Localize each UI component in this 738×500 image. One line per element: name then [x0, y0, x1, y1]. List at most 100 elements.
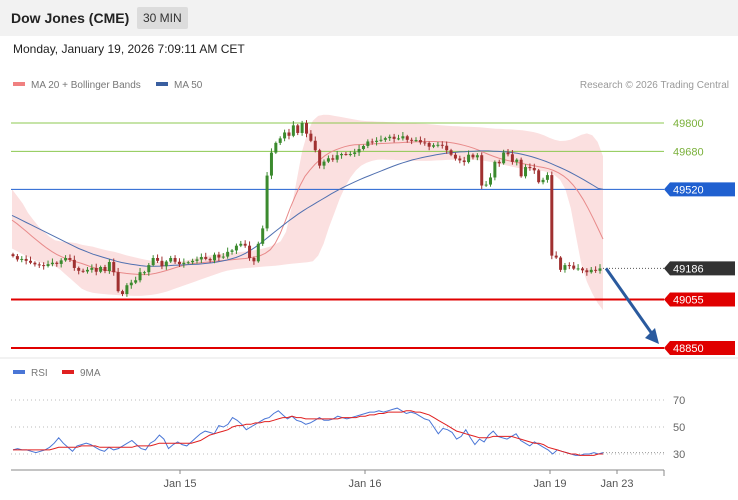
projection-arrowhead	[645, 328, 659, 344]
candle-body	[20, 258, 24, 260]
candle-body	[291, 125, 295, 136]
candle-body	[519, 159, 523, 177]
candle-body	[239, 243, 243, 246]
candle-body	[383, 138, 387, 140]
candle-body	[50, 262, 54, 265]
candle-body	[497, 161, 501, 164]
candle-body	[436, 144, 440, 146]
candle-body	[156, 258, 160, 261]
candle-body	[322, 161, 326, 166]
candle-body	[375, 140, 379, 142]
candle-body	[182, 262, 186, 265]
legend-ma20-swatch	[13, 82, 25, 87]
candle-body	[348, 154, 352, 156]
candle-body	[226, 251, 230, 257]
candle-body	[370, 141, 374, 143]
legend-rsi-label: RSI	[31, 368, 48, 379]
candle-body	[287, 132, 291, 136]
candle-body	[388, 136, 392, 139]
candle-body	[107, 262, 111, 272]
candle-body	[151, 258, 155, 266]
candle-body	[545, 175, 549, 180]
candle-body	[142, 272, 146, 274]
candle-body	[24, 258, 28, 261]
level-tag-48850	[664, 341, 735, 355]
timeframe-badge[interactable]: 30 MIN	[137, 7, 188, 29]
candle-body	[589, 269, 593, 273]
candle-body	[488, 177, 492, 185]
candle-body	[265, 175, 269, 229]
candle-body	[576, 268, 580, 270]
candle-body	[537, 170, 541, 183]
candle-body	[81, 270, 85, 272]
candle-body	[173, 258, 177, 262]
candle-body	[42, 265, 46, 267]
candle-body	[484, 184, 488, 186]
candle-body	[510, 154, 514, 162]
candle-body	[112, 262, 116, 273]
candle-body	[147, 265, 151, 273]
candle-body	[55, 262, 59, 264]
candle-body	[326, 158, 330, 162]
ma50-line	[11, 150, 604, 267]
x-tick-label-jan-15: Jan 15	[163, 478, 196, 490]
candle-body	[85, 269, 89, 272]
candle-body	[541, 179, 545, 183]
candle-body	[230, 250, 234, 252]
candle-body	[331, 158, 335, 160]
candle-body	[300, 123, 304, 133]
level-label-49800: 49800	[673, 118, 704, 130]
candle-body	[361, 145, 365, 150]
candle-body	[532, 168, 536, 171]
candle-body	[458, 158, 462, 161]
candle-body	[129, 282, 133, 286]
candle-body	[515, 159, 519, 162]
candle-body	[379, 139, 383, 141]
candle-body	[68, 258, 72, 260]
candle-body	[366, 141, 370, 146]
candle-body	[445, 145, 449, 151]
candle-body	[585, 270, 589, 273]
candle-body	[59, 260, 63, 264]
candle-body	[471, 154, 475, 158]
candle-body	[99, 267, 103, 272]
candle-body	[467, 154, 471, 163]
candle-body	[414, 140, 418, 142]
candle-body	[64, 258, 68, 261]
candle-body	[502, 152, 506, 164]
candle-body	[256, 243, 260, 262]
candle-body	[580, 268, 584, 271]
candle-body	[269, 152, 273, 176]
candle-body	[160, 260, 164, 267]
candle-body	[199, 257, 203, 260]
candle-body	[427, 142, 431, 147]
candle-body	[357, 149, 361, 153]
candle-body	[248, 245, 252, 258]
candle-body	[410, 139, 414, 141]
credit-label: Research © 2026 Trading Central	[579, 80, 729, 91]
legend-ma20: MA 20 + Bollinger Bands	[13, 80, 141, 91]
candle-body	[554, 255, 558, 258]
candle-body	[296, 125, 300, 133]
rsi-tick-label-70: 70	[673, 395, 685, 407]
candle-body	[283, 132, 287, 139]
candle-body	[506, 152, 510, 155]
candle-body	[305, 123, 308, 134]
candle-body	[309, 133, 313, 141]
candle-body	[318, 150, 322, 166]
legend-ma20-label: MA 20 + Bollinger Bands	[31, 80, 141, 91]
legend-rsi-swatch	[13, 370, 25, 375]
instrument-title: Dow Jones (CME)	[11, 10, 130, 26]
candle-body	[432, 145, 436, 147]
candle-body	[221, 256, 225, 258]
level-label-48850: 48850	[673, 343, 704, 355]
candles-group	[11, 120, 602, 297]
rsi-series-9ma	[13, 410, 603, 456]
candle-body	[186, 262, 190, 264]
candle-body	[594, 269, 598, 271]
legend-9ma: 9MA	[62, 368, 101, 379]
candle-body	[528, 167, 532, 169]
rsi-series-rsi	[12, 407, 604, 456]
legend-9ma-label: 9MA	[80, 368, 101, 379]
candle-body	[77, 267, 81, 271]
